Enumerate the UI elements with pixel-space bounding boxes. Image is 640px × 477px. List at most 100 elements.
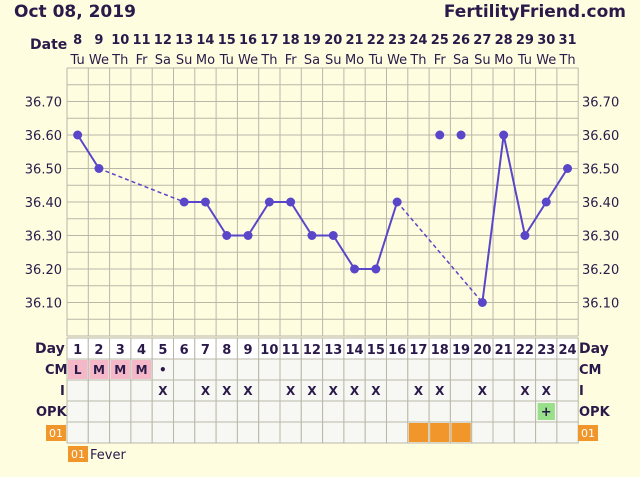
opk-row-cell (173, 400, 196, 423)
temp-point[interactable] (73, 130, 83, 140)
date-label: 12 (154, 33, 172, 48)
date-label: 11 (133, 33, 151, 48)
temp-line-segment (374, 201, 399, 270)
day-number: 20 (473, 343, 491, 358)
temp-point[interactable] (350, 264, 360, 274)
temp-line-segment (502, 134, 526, 236)
y-tick-label-left: 36.40 (25, 196, 62, 211)
opk-positive-cell (537, 403, 555, 420)
temp-point[interactable] (179, 197, 189, 207)
weekday-label: Th (409, 53, 426, 68)
weekday-label: Mo (345, 53, 364, 68)
intercourse-mark: X (286, 384, 296, 398)
opk-row-cell (428, 400, 451, 423)
i-row-cell (173, 379, 196, 402)
temp-point[interactable] (328, 231, 338, 240)
intercourse-mark: X (329, 384, 339, 398)
cm-row-cell (535, 358, 558, 381)
weekday-label: Tu (70, 53, 85, 68)
fever-legend-label: Fever (90, 448, 126, 463)
temp-point[interactable] (520, 231, 530, 240)
temp-point[interactable] (222, 231, 232, 240)
temp-point[interactable] (243, 231, 253, 240)
opk-mark: + (541, 405, 552, 420)
day-number: 16 (388, 343, 406, 358)
opk-row-cell (258, 400, 281, 423)
cm-row-cell (492, 358, 515, 381)
cm-mark: M (93, 363, 105, 377)
cm-row-cell (343, 358, 366, 381)
opk-row-cell (449, 400, 473, 423)
y-tick-label-left: 36.20 (25, 263, 62, 278)
i-row-cell (87, 379, 111, 402)
temp-point[interactable] (477, 298, 487, 307)
temp-point[interactable] (499, 130, 509, 140)
temp-point[interactable] (541, 197, 551, 207)
cm-row-cell (556, 358, 579, 381)
opk-row-cell (386, 400, 409, 423)
fever-row-cell (300, 421, 324, 444)
temp-point[interactable] (563, 164, 573, 173)
temp-point[interactable] (371, 264, 381, 274)
cm-row-cell (279, 358, 302, 381)
fever-row-cell (492, 421, 515, 444)
temp-point[interactable] (392, 197, 402, 207)
temp-line-segment (524, 201, 548, 237)
opk-row-cell (343, 400, 366, 423)
y-tick-label-left: 36.60 (25, 129, 62, 144)
temp-line-dashed (98, 167, 185, 203)
fever-code-left: 01 (49, 427, 63, 440)
date-label: 9 (94, 33, 103, 48)
temp-point[interactable] (264, 197, 274, 207)
temp-point[interactable] (435, 130, 445, 140)
date-label: 17 (260, 33, 278, 48)
opk-row-cell (151, 400, 174, 423)
intercourse-mark: X (158, 384, 168, 398)
date-label: 27 (473, 33, 491, 48)
i-row-cell (258, 379, 281, 402)
day-number: 17 (409, 343, 427, 358)
day-number: 7 (201, 343, 210, 358)
opk-row-cell (109, 400, 132, 423)
date-label: 30 (537, 33, 555, 48)
i-row-cell (66, 379, 89, 402)
fever-row-cell (471, 421, 494, 444)
intercourse-mark: X (350, 384, 360, 398)
temp-point[interactable] (286, 197, 296, 207)
intercourse-mark: X (307, 384, 317, 398)
fever-code-badge-left (46, 425, 66, 441)
temp-point[interactable] (456, 130, 466, 140)
opk-row-cell (492, 400, 515, 423)
fever-cell (408, 423, 429, 442)
temp-point[interactable] (307, 231, 317, 240)
weekday-label: Tu (517, 53, 532, 68)
opk-row-label-right: OPK (579, 405, 611, 420)
opk-row-cell (87, 400, 111, 423)
opk-row-cell (364, 400, 388, 423)
fever-code-right: 01 (581, 427, 595, 440)
fever-row-cell (386, 421, 409, 444)
date-label: 26 (452, 33, 470, 48)
day-number: 5 (158, 343, 167, 358)
fever-row-cell (322, 421, 345, 444)
cm-cell-fill (110, 360, 130, 379)
weekday-label: Th (111, 53, 128, 68)
brand-link[interactable]: FertilityFriend.com (444, 2, 626, 22)
cm-row-cell (173, 358, 196, 381)
fever-row-cell (279, 421, 302, 444)
y-tick-label-left: 36.50 (25, 163, 62, 178)
cm-mark: M (136, 363, 148, 377)
weekday-label: Tu (219, 53, 234, 68)
i-row-cell (556, 379, 579, 402)
date-label: 22 (367, 33, 385, 48)
fever-cell (451, 423, 471, 442)
temp-line-segment (332, 234, 356, 270)
temp-point[interactable] (200, 197, 210, 207)
weekday-label: Su (325, 53, 342, 68)
y-tick-label-right: 36.50 (582, 163, 619, 178)
fever-row-cell (66, 421, 89, 444)
day-number: 12 (303, 343, 321, 358)
temp-point[interactable] (94, 164, 104, 173)
fever-row-cell (513, 421, 537, 444)
intercourse-mark: X (520, 384, 530, 398)
